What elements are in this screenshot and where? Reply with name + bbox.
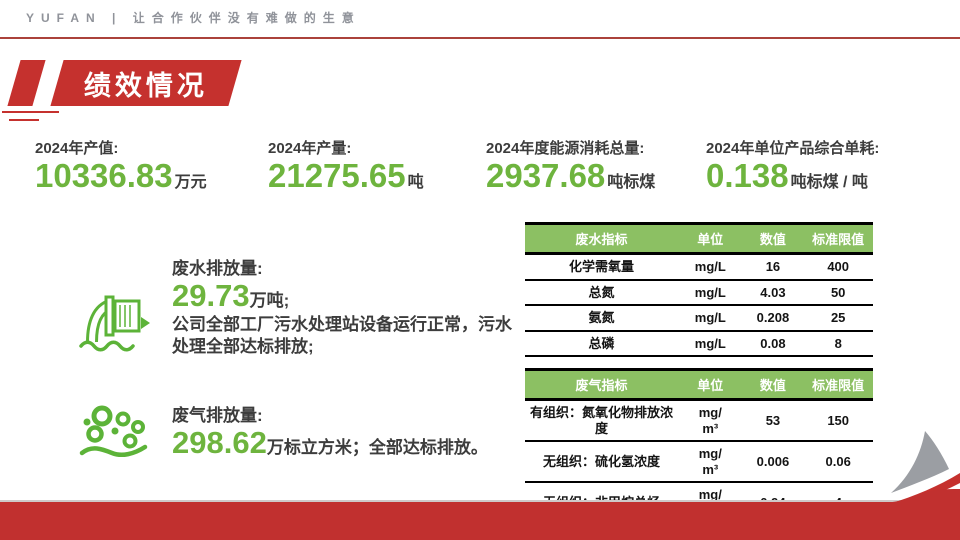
stat-production-volume: 2024年产量: 21275.65 吨 — [268, 137, 424, 194]
brand-slogan: YUFAN | 让合作伙伴没有难做的生意 — [26, 11, 361, 25]
value-cell: 4.03 — [742, 279, 804, 307]
unit-cell: mg/L — [678, 330, 743, 358]
indicator-cell: 有组织：氮氧化物排放浓度 — [525, 399, 679, 443]
table-row: 总氮 mg/L 4.03 50 — [525, 279, 873, 307]
indicator-cell: 氨氮 — [525, 305, 679, 332]
stat-unit-product-energy: 2024年单位产品综合单耗: 0.138 吨标煤 / 吨 — [706, 137, 879, 194]
wastegas-number: 298.62 — [172, 425, 267, 460]
table-row: 氨氮 mg/L 0.208 25 — [525, 305, 873, 332]
limit-cell: 150 — [803, 399, 873, 443]
stat-number: 0.138 — [706, 157, 789, 194]
stat-unit: 吨标煤 — [607, 174, 656, 191]
value-cell: 16 — [742, 253, 804, 281]
stat-energy-consumption: 2024年度能源消耗总量: 2937.68 吨标煤 — [486, 137, 655, 194]
stat-output-value: 2024年产值: 10336.83 万元 — [35, 137, 207, 194]
stat-label: 2024年产量: — [268, 140, 352, 157]
value-cell: 53 — [742, 399, 804, 443]
column-header: 标准限值 — [803, 222, 873, 255]
wastewater-indicators-table: 废水指标 单位 数值 标准限值 化学需氧量 mg/L 16 400 总氮 mg/… — [525, 222, 873, 358]
value-cell: 0.08 — [742, 330, 804, 358]
sailboat-logo — [875, 425, 960, 540]
banner-accent-shape — [7, 60, 46, 106]
stat-figure: 10336.83 万元 — [35, 157, 207, 194]
limit-cell: 8 — [803, 330, 873, 358]
title-banner: 绩效情况 — [50, 60, 242, 106]
stat-number: 10336.83 — [35, 157, 173, 194]
stat-label: 2024年度能源消耗总量: — [486, 140, 645, 157]
column-header: 标准限值 — [803, 368, 873, 401]
wastegas-section: 废气排放量: 298.62万标立方米；全部达标排放。 — [172, 401, 602, 460]
indicator-cell: 总氮 — [525, 279, 679, 307]
title-underline-long — [2, 111, 59, 113]
column-header: 数值 — [742, 368, 804, 401]
header-divider — [0, 37, 960, 39]
column-header: 废气指标 — [525, 368, 679, 401]
value-cell: 0.006 — [742, 441, 804, 484]
bottom-bar — [0, 500, 960, 540]
wastewater-number: 29.73 — [172, 278, 250, 313]
stat-number: 21275.65 — [268, 157, 406, 194]
unit-cell: mg/L — [678, 253, 743, 281]
column-header: 数值 — [742, 222, 804, 255]
page-title: 绩效情况 — [84, 70, 208, 101]
stat-label: 2024年单位产品综合单耗: — [706, 140, 880, 157]
gas-emission-icon — [79, 402, 149, 469]
wastegas-heading: 废气排放量: — [172, 406, 263, 425]
wastewater-section: 废水排放量: 29.73万吨; 公司全部工厂污水处理站设备运行正常，污水处理全部… — [172, 254, 524, 358]
stat-unit: 吨 — [407, 174, 424, 191]
unit-cell: mg/ m³ — [678, 441, 743, 484]
unit-cell: mg/ m³ — [678, 399, 743, 443]
limit-cell: 0.06 — [803, 441, 873, 484]
table-row: 无组织：硫化氢浓度 mg/ m³ 0.006 0.06 — [525, 441, 873, 484]
stat-label: 2024年产值: — [35, 140, 119, 157]
wastewater-unit: 万吨; — [249, 291, 290, 310]
column-header: 废水指标 — [525, 222, 679, 255]
stat-figure: 2937.68 吨标煤 — [486, 157, 656, 194]
stat-figure: 21275.65 吨 — [268, 157, 424, 194]
stat-number: 2937.68 — [486, 157, 606, 194]
right-triangle-icon — [141, 317, 150, 329]
column-header: 单位 — [678, 368, 743, 401]
table-header-row: 废气指标 单位 数值 标准限值 — [525, 368, 873, 401]
stat-unit: 万元 — [174, 174, 207, 191]
table-row: 总磷 mg/L 0.08 8 — [525, 330, 873, 358]
wastewater-figure: 29.73万吨; — [172, 278, 524, 313]
table-row: 化学需氧量 mg/L 16 400 — [525, 253, 873, 281]
limit-cell: 50 — [803, 279, 873, 307]
limit-cell: 400 — [803, 253, 873, 281]
table-row: 有组织：氮氧化物排放浓度 mg/ m³ 53 150 — [525, 399, 873, 443]
wastewater-heading: 废水排放量: — [172, 259, 263, 278]
column-header: 单位 — [678, 222, 743, 255]
stat-unit: 吨标煤 / 吨 — [790, 174, 868, 191]
stat-figure: 0.138 吨标煤 / 吨 — [706, 157, 879, 194]
indicator-cell: 总磷 — [525, 330, 679, 358]
table-header-row: 废水指标 单位 数值 标准限值 — [525, 222, 873, 255]
wastewater-note: 公司全部工厂污水处理站设备运行正常，污水处理全部达标排放; — [172, 315, 512, 357]
wastegas-unit: 万标立方米；全部达标排放。 — [266, 438, 488, 457]
wastegas-figure: 298.62万标立方米；全部达标排放。 — [172, 425, 602, 460]
value-cell: 0.208 — [742, 305, 804, 332]
indicator-cell: 化学需氧量 — [525, 253, 679, 281]
limit-cell: 25 — [803, 305, 873, 332]
unit-cell: mg/L — [678, 279, 743, 307]
title-underline-short — [9, 119, 39, 121]
indicator-cell: 无组织：硫化氢浓度 — [525, 441, 679, 484]
wastewater-discharge-icon — [79, 290, 147, 359]
unit-cell: mg/L — [678, 305, 743, 332]
